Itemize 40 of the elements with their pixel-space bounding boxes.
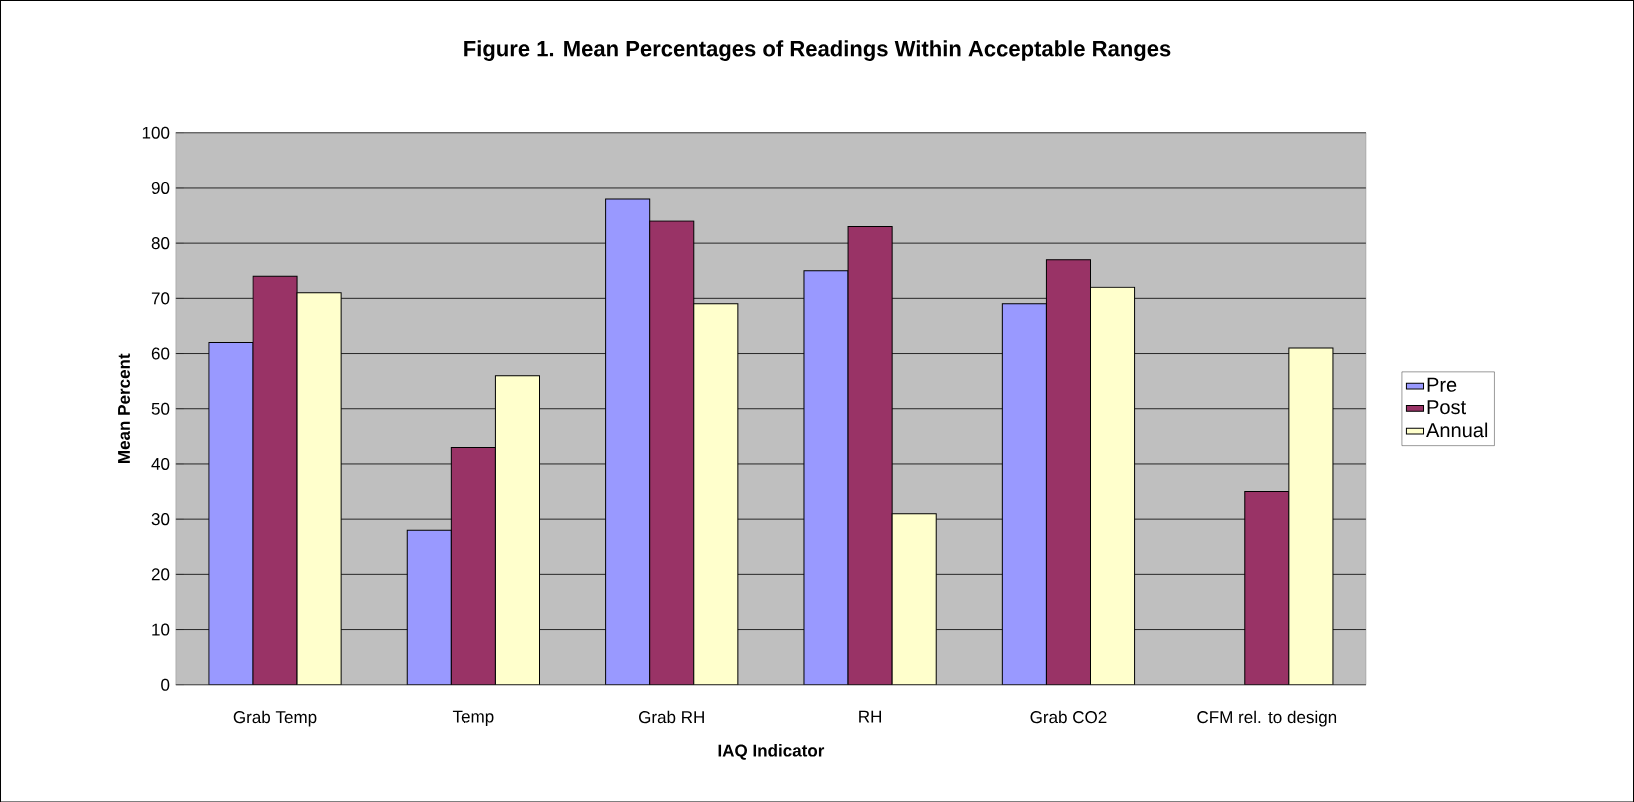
bar bbox=[1244, 490, 1290, 685]
bar bbox=[296, 292, 342, 685]
bar bbox=[1045, 258, 1091, 685]
y-axis-title: Mean Percent bbox=[118, 353, 130, 463]
bar bbox=[406, 529, 452, 685]
bar bbox=[208, 341, 254, 685]
bar bbox=[1001, 303, 1047, 685]
y-tick-label: 20 bbox=[151, 568, 170, 581]
bar bbox=[450, 446, 496, 685]
bar bbox=[1288, 347, 1334, 685]
bar bbox=[494, 374, 540, 685]
bar bbox=[1090, 286, 1136, 685]
bar bbox=[252, 275, 298, 685]
y-tick-label: 30 bbox=[151, 512, 170, 525]
bar bbox=[803, 270, 849, 685]
x-tick-label: RH bbox=[859, 710, 881, 723]
bar bbox=[891, 512, 937, 685]
y-tick-label: 70 bbox=[151, 292, 170, 305]
bar bbox=[649, 220, 695, 685]
x-tick-label: Temp bbox=[452, 710, 494, 726]
legend-label: Pre bbox=[1427, 377, 1457, 392]
y-tick-label: 90 bbox=[151, 181, 170, 194]
legend-label: Post bbox=[1427, 399, 1466, 414]
bar bbox=[605, 198, 651, 685]
x-axis-title: IAQ Indicator bbox=[718, 743, 825, 760]
legend-label: Annual bbox=[1426, 422, 1488, 438]
x-tick-label: Grab RH bbox=[639, 710, 704, 723]
bar bbox=[693, 303, 739, 685]
x-tick-label: CFM rel. to design bbox=[1197, 710, 1337, 727]
x-tick-label: Grab Temp bbox=[233, 710, 317, 727]
chart-title: Figure 1. Mean Percentages of Readings Within Acceptable Ranges bbox=[464, 40, 1171, 61]
y-tick-label: 50 bbox=[151, 402, 170, 415]
y-tick-label: 0 bbox=[161, 678, 170, 691]
y-tick-label: 60 bbox=[151, 347, 170, 360]
y-tick-label: 100 bbox=[142, 126, 170, 139]
y-tick-label: 40 bbox=[151, 457, 170, 470]
y-tick-label: 80 bbox=[151, 236, 170, 249]
bar bbox=[847, 225, 893, 685]
x-tick-label: Grab CO2 bbox=[1030, 710, 1107, 723]
y-tick-label: 10 bbox=[152, 623, 170, 636]
